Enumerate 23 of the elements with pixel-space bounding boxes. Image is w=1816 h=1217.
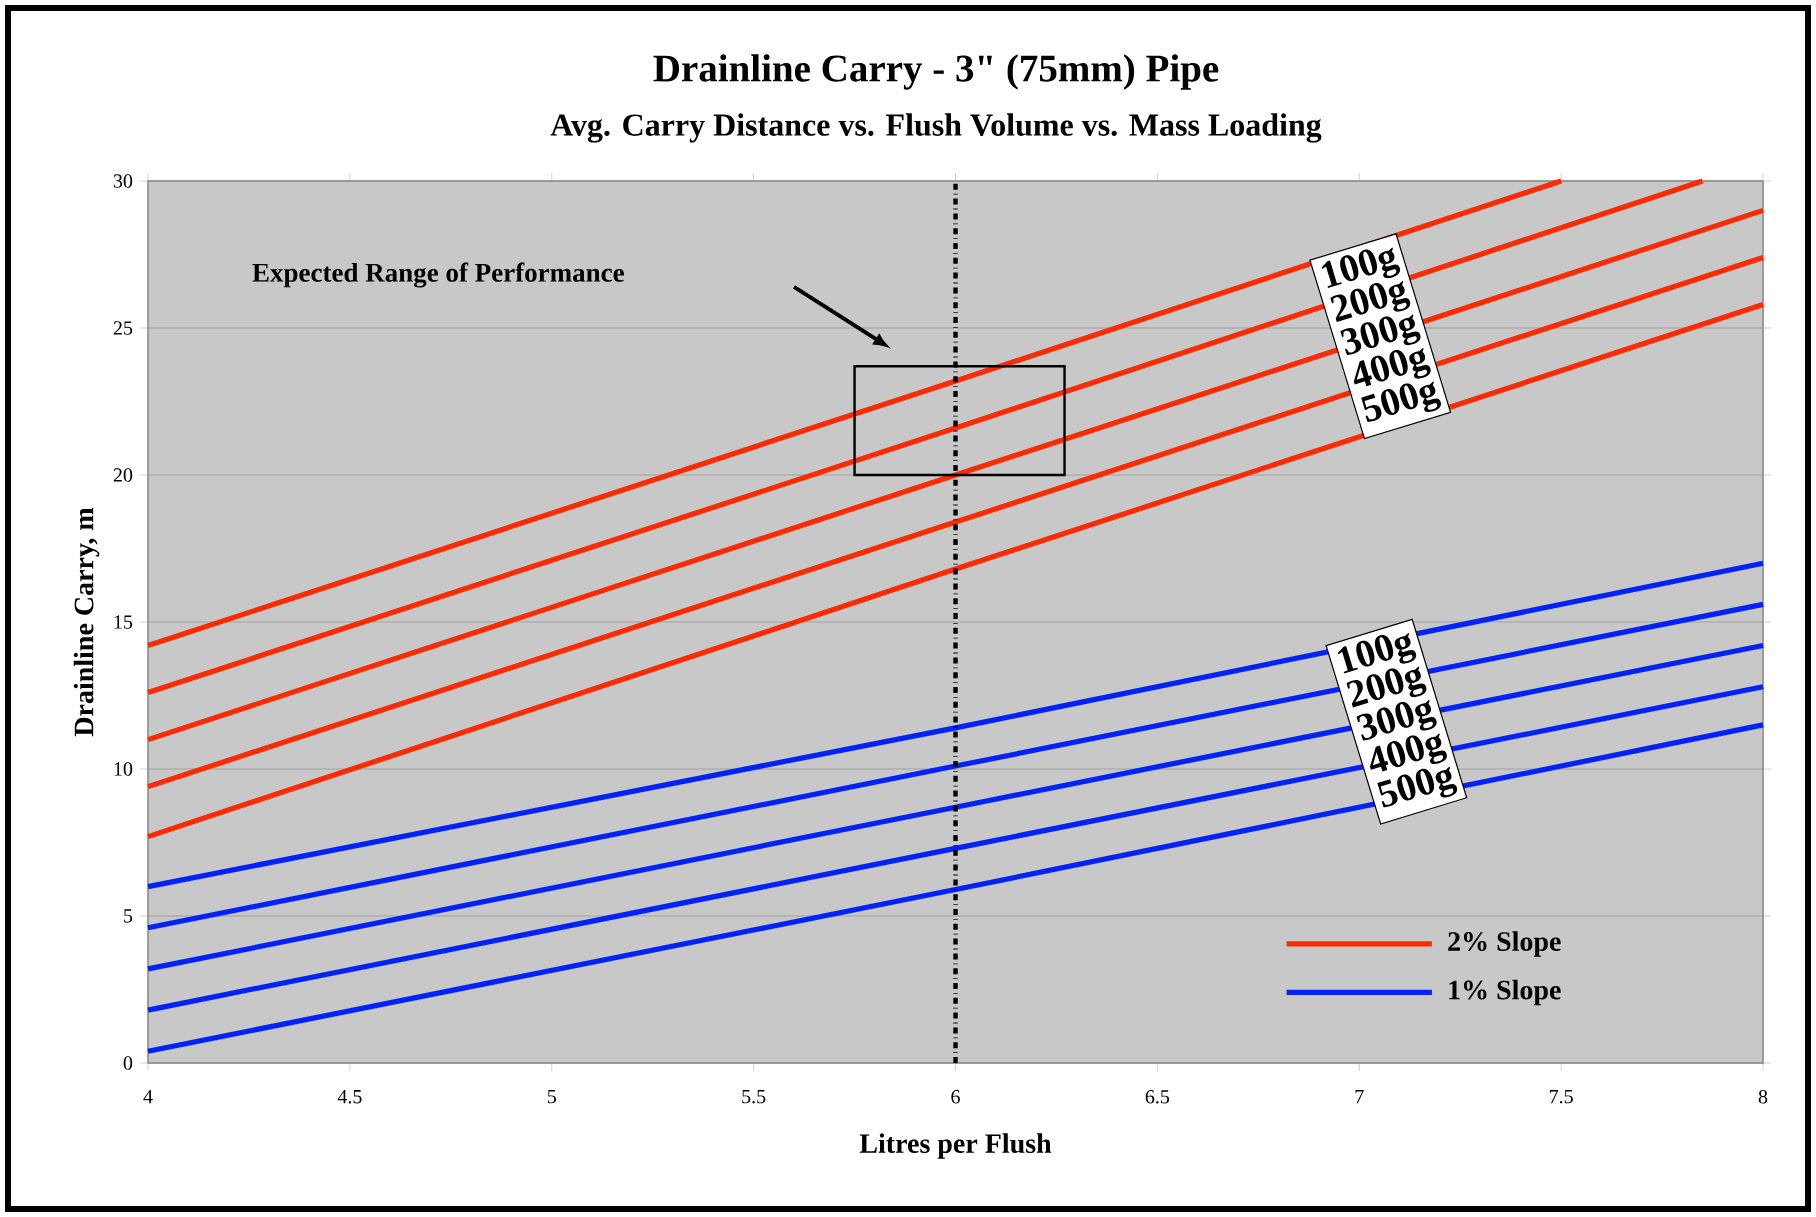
y-tick-label: 20 [113, 468, 133, 482]
y-tick-label: 30 [113, 174, 133, 188]
x-tick-label: 5 [547, 1090, 556, 1104]
chart-subtitle: Avg. Carry Distance vs. Flush Volume vs. Mass Loading [550, 113, 1322, 143]
y-tick-label: 25 [113, 321, 133, 335]
annotation: Expected Range of Performance [252, 262, 624, 288]
y-tick-label: 15 [114, 615, 133, 629]
annotation: 1% Slope [1449, 979, 1561, 1006]
x-tick-label: 7 [1355, 1090, 1364, 1104]
x-tick-label: 6 [951, 1090, 960, 1104]
x-tick-label: 7.5 [1549, 1090, 1573, 1104]
annotation: 2% Slope [1448, 931, 1561, 957]
x-tick-label: 8 [1758, 1090, 1768, 1104]
x-tick-label: 6.5 [1145, 1090, 1170, 1104]
y-tick-label: 0 [123, 1056, 133, 1070]
x-tick-label: 4.5 [337, 1090, 362, 1104]
y-tick-label: 10 [114, 762, 133, 776]
y-tick-label: 5 [124, 909, 133, 923]
x-tick-label: 5.5 [742, 1090, 766, 1104]
x-axis-title: Litres per Flush [859, 1133, 1052, 1159]
x-tick-label: 4 [143, 1090, 153, 1104]
y-axis-title: Drainline Carry, m [73, 507, 100, 737]
chart-title: Drainline Carry - 3" (75mm) Pipe [653, 54, 1219, 90]
